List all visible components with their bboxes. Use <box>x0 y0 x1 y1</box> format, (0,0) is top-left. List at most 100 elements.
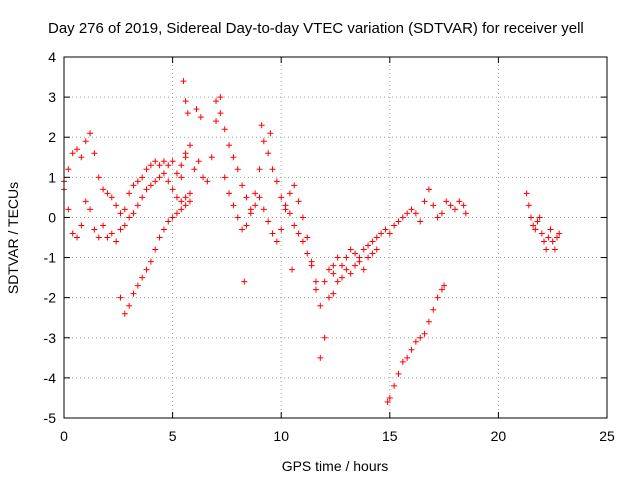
data-point-marker <box>252 190 259 197</box>
data-point-marker <box>217 94 224 101</box>
data-point-marker <box>369 250 376 257</box>
y-axis-label: SDTVAR / TECUs <box>5 182 21 294</box>
data-point-marker <box>130 290 137 297</box>
data-point-marker <box>421 198 428 205</box>
data-point-marker <box>117 210 124 217</box>
data-point-marker <box>213 118 220 125</box>
data-point-marker <box>434 294 441 301</box>
data-point-marker <box>213 98 220 105</box>
data-point-marker <box>156 174 163 181</box>
data-point-marker <box>156 234 163 241</box>
data-point-marker <box>412 338 419 345</box>
y-tick-label: -1 <box>44 250 57 266</box>
data-point-marker <box>278 194 285 201</box>
series-track-secondary <box>221 174 319 293</box>
data-point-marker <box>386 394 393 401</box>
data-point-marker <box>160 158 167 165</box>
data-point-marker <box>534 218 541 225</box>
data-point-marker <box>156 162 163 169</box>
data-point-marker <box>126 190 133 197</box>
data-point-marker <box>443 198 450 205</box>
data-point-marker <box>108 194 115 201</box>
data-point-marker <box>243 194 250 201</box>
data-point-marker <box>425 318 432 325</box>
data-point-marker <box>260 138 267 145</box>
x-tick-label: 20 <box>491 428 507 444</box>
x-axis-label: GPS time / hours <box>282 458 389 474</box>
data-point-marker <box>352 250 359 257</box>
data-point-marker <box>312 278 319 285</box>
data-point-marker <box>160 170 167 177</box>
data-point-marker <box>82 138 89 145</box>
data-point-marker <box>74 146 81 153</box>
data-point-marker <box>321 278 328 285</box>
data-point-marker <box>556 230 563 237</box>
data-point-marker <box>65 166 72 173</box>
data-point-marker <box>538 230 545 237</box>
data-point-marker <box>247 210 254 217</box>
data-point-marker <box>536 214 543 221</box>
data-point-marker <box>299 238 306 245</box>
data-point-marker <box>525 202 532 209</box>
data-point-marker <box>408 346 415 353</box>
data-point-marker <box>126 214 133 221</box>
data-point-marker <box>343 254 350 261</box>
data-point-marker <box>165 178 172 185</box>
data-point-marker <box>295 198 302 205</box>
y-tick-label: -5 <box>44 410 57 426</box>
data-point-marker <box>532 226 539 233</box>
data-point-marker <box>530 222 537 229</box>
data-point-marker <box>378 230 385 237</box>
data-point-marker <box>269 230 276 237</box>
data-point-marker <box>186 190 193 197</box>
series-track-late <box>523 190 563 253</box>
data-point-marker <box>74 234 81 241</box>
data-point-marker <box>291 222 298 229</box>
data-point-marker <box>304 250 311 257</box>
data-point-marker <box>256 194 263 201</box>
data-point-marker <box>347 270 354 277</box>
data-point-marker <box>295 230 302 237</box>
data-point-marker <box>165 218 172 225</box>
data-point-marker <box>404 354 411 361</box>
data-point-marker <box>134 178 141 185</box>
data-point-marker <box>256 166 263 173</box>
data-point-marker <box>384 398 391 405</box>
data-point-marker <box>258 122 265 129</box>
data-point-marker <box>165 162 172 169</box>
data-point-marker <box>386 230 393 237</box>
data-point-marker <box>178 174 185 181</box>
data-point-marker <box>399 358 406 365</box>
data-point-marker <box>221 174 228 181</box>
data-point-marker <box>239 182 246 189</box>
data-point-marker <box>523 190 530 197</box>
data-point-marker <box>182 98 189 105</box>
data-point-marker <box>334 278 341 285</box>
data-point-marker <box>551 246 558 253</box>
x-tick-label: 0 <box>60 428 68 444</box>
data-point-marker <box>200 174 207 181</box>
data-point-marker <box>325 266 332 273</box>
data-point-marker <box>134 282 141 289</box>
data-point-marker <box>549 238 556 245</box>
data-point-marker <box>108 230 115 237</box>
data-point-marker <box>226 142 233 149</box>
data-point-marker <box>234 166 241 173</box>
data-point-marker <box>178 206 185 213</box>
data-point-marker <box>260 206 267 213</box>
y-tick-label: 1 <box>48 169 56 185</box>
series-outliers <box>180 78 324 361</box>
data-point-marker <box>152 246 159 253</box>
data-point-marker <box>369 238 376 245</box>
y-tick-label: -3 <box>44 330 57 346</box>
data-point-marker <box>391 382 398 389</box>
data-point-marker <box>365 254 372 261</box>
data-point-marker <box>339 274 346 281</box>
data-point-marker <box>95 234 102 241</box>
data-point-marker <box>69 230 76 237</box>
x-tick-label: 5 <box>169 428 177 444</box>
data-point-marker <box>438 210 445 217</box>
data-points <box>61 78 563 405</box>
data-point-marker <box>330 262 337 269</box>
